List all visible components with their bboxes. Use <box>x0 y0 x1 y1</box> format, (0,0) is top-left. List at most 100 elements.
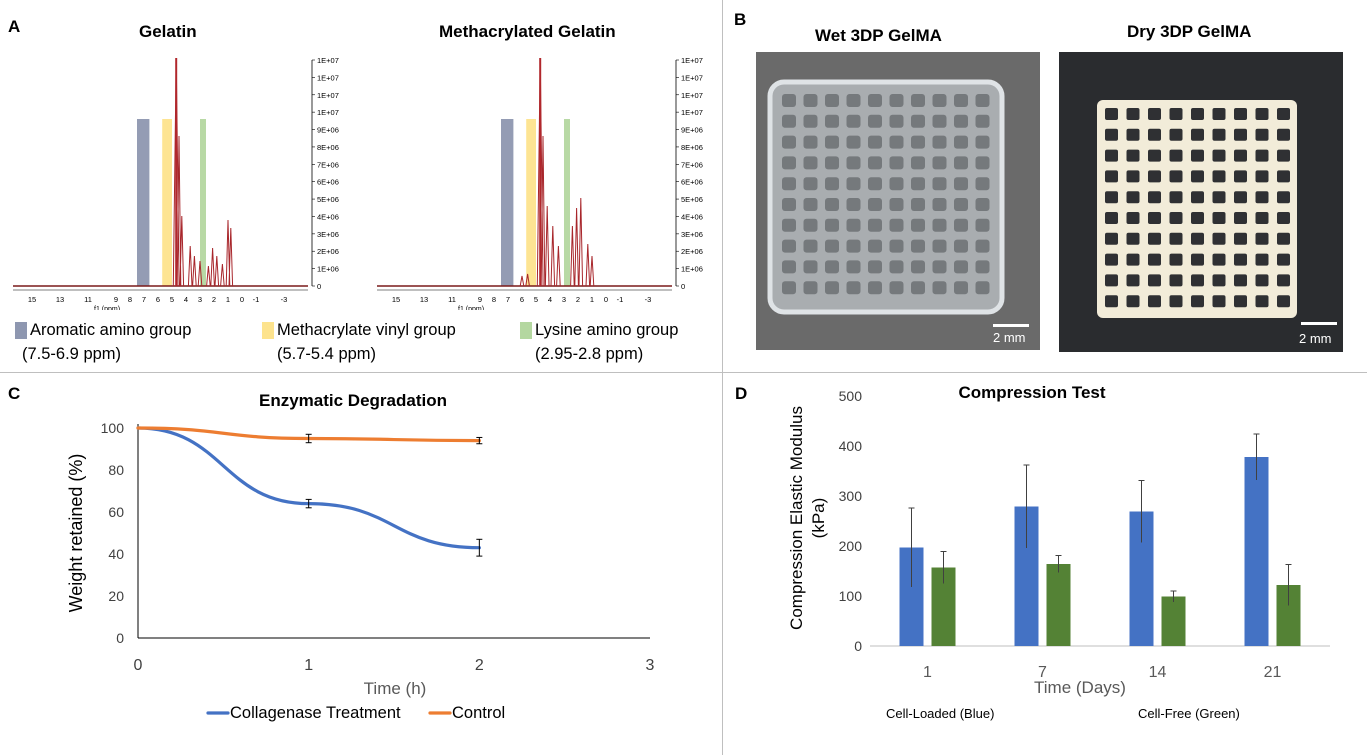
dry-scaffold-pore <box>1148 170 1161 183</box>
dry-scaffold-pore <box>1277 108 1290 120</box>
wet-scaffold-pore <box>954 218 968 232</box>
nmr-x-tick-label: 11 <box>448 295 456 304</box>
wet-scaffold-pore <box>782 198 796 211</box>
dry-scaffold-pore <box>1126 108 1140 120</box>
compression-chart: Compression Test 0 100 200 300 400 500 Compress… <box>787 383 1330 721</box>
nmr-y-tick-label: 6E+06 <box>317 178 339 187</box>
wet-scaffold-pore <box>782 260 796 274</box>
chart-d-y-label-line1: Compression Elastic Modulus <box>787 406 806 630</box>
dry-scaffold-photo: 2 mm <box>1059 52 1343 352</box>
dry-scaffold-pore <box>1169 253 1183 266</box>
dry-scaffold-pore <box>1126 274 1140 287</box>
nmr-x-tick-label: 13 <box>420 295 428 304</box>
spectrum-gelatin-title: Gelatin <box>139 22 197 41</box>
vertical-divider <box>722 0 723 755</box>
wet-scaffold-pore <box>846 94 861 107</box>
wet-scaffold-pore <box>868 94 882 107</box>
wet-scaffold-pore <box>954 94 968 107</box>
chart-c-y-tick-label: 20 <box>108 588 124 604</box>
chart-c-x-label: Time (h) <box>364 679 427 698</box>
nmr-spectrum-gelatin: 1E+07 1E+07 1E+07 1E+07 9E+06 8E+06 7E+06 6E+06… <box>13 56 339 310</box>
wet-scaffold-pore <box>932 114 947 128</box>
wet-scaffold-pore <box>825 239 839 253</box>
dry-scaffold-pore <box>1169 232 1183 245</box>
nmr-y-tick-label: 1E+07 <box>317 108 339 117</box>
wet-scaffold-pore <box>975 114 990 128</box>
legend-swatch-aromatic <box>15 322 27 339</box>
chart-c-y-tick-label: 40 <box>108 546 124 562</box>
nmr-x-unit: f1 (ppm) <box>458 306 484 310</box>
nmr-y-tick-label: 7E+06 <box>681 160 703 169</box>
dry-scaffold-pore <box>1169 170 1183 183</box>
nmr-x-tick-label: 2 <box>576 295 580 304</box>
nmr-x-tick-label: -3 <box>645 295 652 304</box>
dry-scaffold-pore <box>1255 253 1269 266</box>
nmr-x-tick-label: -1 <box>253 295 260 304</box>
wet-scaffold-pore <box>954 177 968 191</box>
chart-c-series-line-0 <box>136 426 481 550</box>
nmr-y-tick-label: 5E+06 <box>681 195 703 204</box>
dry-scaffold-pore <box>1212 212 1226 224</box>
dry-scaffold-pore <box>1255 170 1269 183</box>
nmr-x-tick-label: 7 <box>506 295 510 304</box>
chart-d-y-tick-label: 200 <box>839 538 863 554</box>
dry-scaffold-pore <box>1234 108 1247 120</box>
chart-d-note-blue: Cell-Loaded (Blue) <box>886 706 994 721</box>
chart-d-note-green: Cell-Free (Green) <box>1138 706 1240 721</box>
nmr-x-tick-label: 6 <box>520 295 524 304</box>
dry-scaffold-pore <box>1148 295 1161 308</box>
dry-scaffold-pore <box>1234 191 1247 204</box>
wet-scaffold-pore <box>846 218 861 232</box>
wet-scaffold-pore <box>803 198 818 211</box>
dry-scaffold-pore <box>1255 128 1269 141</box>
nmr-x-tick-label: 3 <box>198 295 202 304</box>
spectrum-gelma-title: Methacrylated Gelatin <box>439 22 616 41</box>
chart-d-y-tick-label: 500 <box>839 388 863 404</box>
chart-d-bar-1 <box>1161 596 1186 646</box>
wet-scaffold-pore <box>889 218 904 232</box>
horizontal-divider <box>0 372 1367 373</box>
dry-scaffold-pore <box>1212 108 1226 120</box>
nmr-y-tick-label: 2E+06 <box>317 247 339 256</box>
wet-scaffold-pore <box>825 114 839 128</box>
wet-scaffold-pore <box>932 94 947 107</box>
wet-scaffold-pore <box>889 177 904 191</box>
dry-scaffold-pore <box>1105 232 1118 245</box>
wet-scaffold-pore <box>782 156 796 170</box>
dry-scaffold-pore <box>1212 128 1226 141</box>
dry-scaffold-pore <box>1255 212 1269 224</box>
chart-d-y-tick-label: 300 <box>839 488 863 504</box>
dry-scaffold-pore <box>1191 170 1204 183</box>
dry-scaffold-pore <box>1277 295 1290 308</box>
nmr-y-tick-label: 1E+07 <box>317 56 339 65</box>
dry-scaffold-pore <box>1212 274 1226 287</box>
dry-scaffold-pore <box>1105 295 1118 308</box>
wet-scaffold-pore <box>911 177 925 191</box>
dry-scaffold-pore <box>1126 253 1140 266</box>
dry-scaffold-pore <box>1169 295 1183 308</box>
dry-scaffold-pore <box>1277 212 1290 224</box>
dry-scaffold-pore <box>1255 232 1269 245</box>
wet-scaffold-pore <box>846 156 861 170</box>
chart-c-y-tick-label: 80 <box>108 462 124 478</box>
dry-scaffold-pore <box>1212 170 1226 183</box>
legend-range-aromatic: (7.5-6.9 ppm) <box>22 345 122 363</box>
nmr-x-tick-label: 15 <box>392 295 400 304</box>
dry-scaffold-pore <box>1212 295 1226 308</box>
wet-scaffold-pore <box>911 135 925 149</box>
nmr-x-tick-label: 6 <box>156 295 160 304</box>
nmr-y-tick-label: 0 <box>681 282 685 291</box>
dry-scalebar-label: 2 mm <box>1299 331 1332 346</box>
nmr-band-1 <box>526 119 536 286</box>
dry-scaffold-pore <box>1255 295 1269 308</box>
dry-scaffold-pore <box>1234 212 1247 224</box>
wet-scaffold-pore <box>932 260 947 274</box>
wet-scaffold-photo: 2 mm <box>756 52 1040 350</box>
wet-scaffold-pore <box>825 260 839 274</box>
wet-scaffold-pore <box>868 218 882 232</box>
dry-scaffold-pore <box>1234 170 1247 183</box>
dry-scaffold-pore <box>1105 212 1118 224</box>
dry-scaffold-pore <box>1212 253 1226 266</box>
dry-scaffold-pore <box>1234 295 1247 308</box>
dry-scaffold-pore <box>1277 128 1290 141</box>
